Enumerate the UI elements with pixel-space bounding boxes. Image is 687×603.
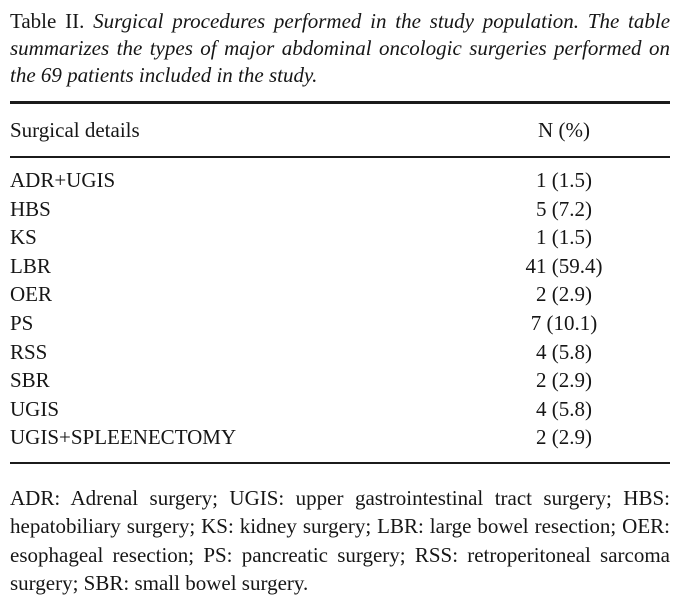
n-pct-cell: 2 (2.9) <box>536 282 592 307</box>
table-row: OER 2 (2.9) <box>10 280 670 309</box>
table-footnote: ADR: Adrenal surgery; UGIS: upper gastro… <box>10 485 670 596</box>
procedure-cell: RSS <box>10 339 48 364</box>
n-pct-cell: 2 (2.9) <box>536 425 592 450</box>
column-header-n-pct: N (%) <box>538 118 590 142</box>
procedure-cell: LBR <box>10 253 51 278</box>
n-pct-cell: 1 (1.5) <box>536 225 592 250</box>
table-caption-label: Table II. <box>10 9 85 33</box>
table-row: KS 1 (1.5) <box>10 223 670 252</box>
procedure-cell: UGIS+SPLEENECTOMY <box>10 425 237 450</box>
table-row: UGIS 4 (5.8) <box>10 395 670 424</box>
n-pct-cell: 41 (59.4) <box>525 253 603 278</box>
procedure-cell: HBS <box>10 196 51 221</box>
table-row: PS 7 (10.1) <box>10 309 670 338</box>
n-pct-cell: 4 (5.8) <box>536 396 592 421</box>
table-caption: Table II. Surgical procedures performed … <box>10 8 670 89</box>
n-pct-cell: 4 (5.8) <box>536 339 592 364</box>
n-pct-cell: 5 (7.2) <box>536 196 592 221</box>
procedure-cell: OER <box>10 282 52 307</box>
column-header-surgical-details: Surgical details <box>10 118 140 142</box>
procedure-cell: SBR <box>10 368 50 393</box>
procedure-cell: PS <box>10 310 34 335</box>
data-table: Surgical details N (%) ADR+UGIS 1 (1.5) HB… <box>10 101 670 464</box>
table-body: ADR+UGIS 1 (1.5) HBS 5 (7.2) KS 1 (1.5) LBR 41 … <box>10 158 670 462</box>
table-row: HBS 5 (7.2) <box>10 195 670 224</box>
procedure-cell: ADR+UGIS <box>10 168 116 192</box>
n-pct-cell: 7 (10.1) <box>530 310 598 335</box>
procedure-cell: UGIS <box>10 396 60 421</box>
n-pct-cell: 1 (1.5) <box>536 168 592 192</box>
table-header-row: Surgical details N (%) <box>10 104 670 158</box>
table-row: UGIS+SPLEENECTOMY 2 (2.9) <box>10 423 670 452</box>
table-row: SBR 2 (2.9) <box>10 366 670 395</box>
table-caption-text: Surgical procedures performed in the stu… <box>10 9 671 87</box>
n-pct-cell: 2 (2.9) <box>536 368 592 393</box>
procedure-cell: KS <box>10 225 37 250</box>
table-row: LBR 41 (59.4) <box>10 252 670 281</box>
table-row: RSS 4 (5.8) <box>10 338 670 367</box>
table-row: ADR+UGIS 1 (1.5) <box>10 166 670 195</box>
